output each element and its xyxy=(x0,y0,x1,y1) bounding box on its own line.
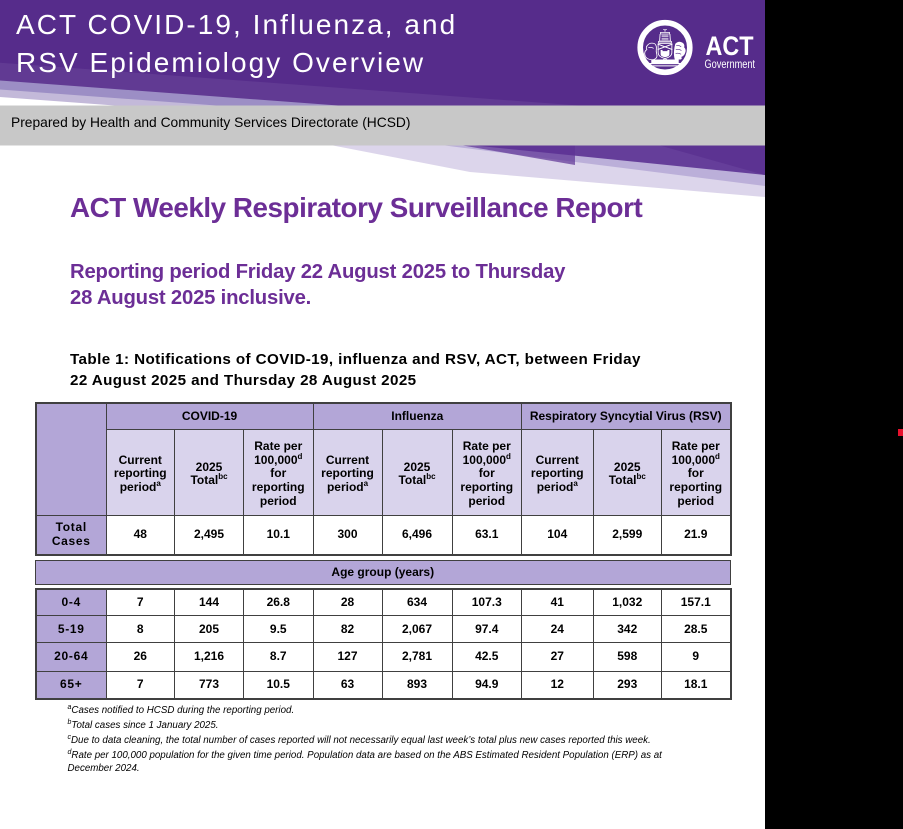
svg-text:Government: Government xyxy=(705,57,756,71)
svg-text:ACT: ACT xyxy=(706,31,755,61)
svg-text:Prepared by Health and Communi: Prepared by Health and Community Service… xyxy=(11,115,411,130)
